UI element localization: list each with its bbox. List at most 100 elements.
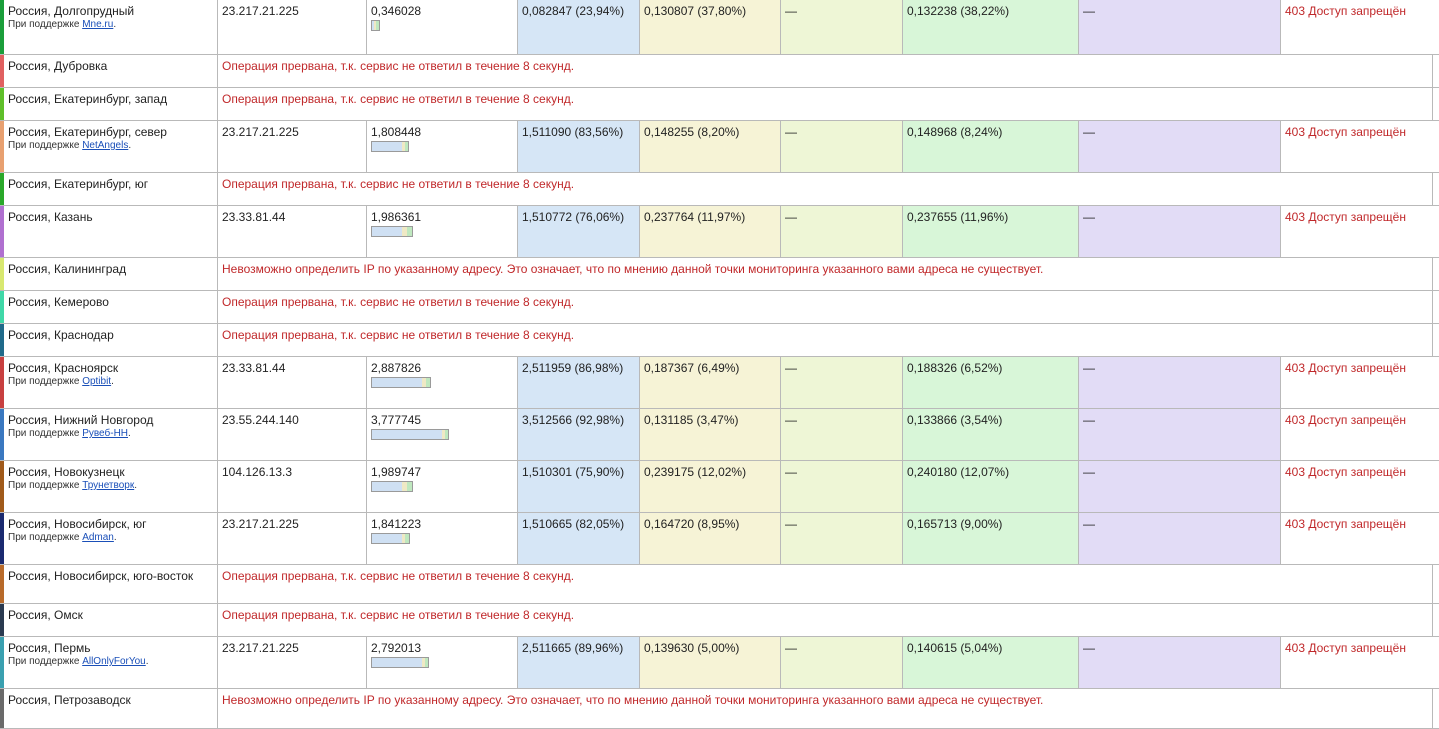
sponsor-link[interactable]: Рувеб-НН: [82, 428, 129, 439]
http-status: 403 Доступ запрещён: [1285, 4, 1406, 18]
http-status: 403 Доступ запрещён: [1285, 641, 1406, 655]
location-color-stripe: [0, 357, 4, 408]
error-row: Россия, Омск Операция прервана, т.к. серв…: [0, 604, 1439, 637]
location-color-stripe: [0, 637, 4, 688]
wait-time: 0,164720 (8,95%): [640, 513, 781, 564]
total-time-cell: 0,346028: [367, 0, 518, 54]
result-row: Россия, Екатеринбург, север При поддержке…: [0, 121, 1439, 173]
empty-value: —: [1079, 513, 1281, 564]
error-row: Россия, Краснодар Операция прервана, т.к.…: [0, 324, 1439, 357]
location-cell: Россия, Екатеринбург, запад: [4, 88, 218, 120]
error-message: Операция прервана, т.к. сервис не ответи…: [218, 604, 1433, 636]
total-time: 3,777745: [371, 413, 422, 427]
ip-address: 23.217.21.225: [218, 637, 367, 688]
timing-bar: [371, 533, 410, 544]
location-color-stripe: [0, 291, 4, 323]
total-time: 1,986361: [371, 210, 422, 224]
ip-address: 23.33.81.44: [218, 206, 367, 257]
error-row: Россия, Екатеринбург, юг Операция прерван…: [0, 173, 1439, 206]
empty-value: —: [1079, 206, 1281, 257]
location-cell: Россия, Новокузнецк При поддержке Трунетв…: [4, 461, 218, 512]
empty-value: —: [781, 206, 903, 257]
receive-time: 0,140615 (5,04%): [903, 637, 1079, 688]
total-time: 0,346028: [371, 4, 422, 18]
support-prefix: При поддержке: [8, 428, 83, 439]
sponsor-link[interactable]: Optibit: [82, 376, 112, 387]
sponsor-link[interactable]: Трунетворк: [82, 480, 135, 491]
support-suffix: .: [145, 656, 149, 667]
timing-bar-connect-segment: [372, 142, 403, 151]
empty-value: —: [781, 0, 903, 54]
location-cell: Россия, Красноярск При поддержке Optibit.: [4, 357, 218, 408]
location-cell: Россия, Новосибирск, юго-восток: [4, 565, 218, 603]
error-message: Операция прервана, т.к. сервис не ответи…: [218, 55, 1433, 87]
error-message: Операция прервана, т.к. сервис не ответи…: [218, 565, 1433, 603]
timing-bar-receive-segment: [405, 142, 409, 151]
total-time: 1,808448: [371, 125, 422, 139]
location-name: Россия, Екатеринбург, юг: [8, 177, 149, 191]
sponsor-link[interactable]: AllOnlyForYou: [82, 656, 146, 667]
http-status: 403 Доступ запрещён: [1285, 517, 1406, 531]
sponsor-link[interactable]: NetAngels: [82, 140, 129, 151]
timing-bar-wait-segment: [402, 534, 406, 543]
total-time-cell: 2,792013: [367, 637, 518, 688]
location-name: Россия, Долгопрудный: [8, 4, 135, 18]
total-time-cell: 1,989747: [367, 461, 518, 512]
location-cell: Россия, Кемерово: [4, 291, 218, 323]
timing-bar: [371, 377, 431, 388]
timing-bar-connect-segment: [372, 534, 403, 543]
location-name: Россия, Петрозаводск: [8, 693, 131, 707]
support-prefix: При поддержке: [8, 140, 83, 151]
sponsor-link[interactable]: Mne.ru: [82, 19, 114, 30]
support-suffix: .: [113, 532, 117, 543]
http-status: 403 Доступ запрещён: [1285, 361, 1406, 375]
total-time: 1,841223: [371, 517, 422, 531]
timing-bar: [371, 226, 413, 237]
timing-bar-receive-segment: [425, 378, 430, 387]
support-note: При поддержке NetAngels.: [8, 140, 213, 151]
connect-time: 1,510772 (76,06%): [518, 206, 640, 257]
timing-bar-receive-segment: [405, 534, 409, 543]
location-name: Россия, Пермь: [8, 641, 91, 655]
receive-time: 0,165713 (9,00%): [903, 513, 1079, 564]
empty-value: —: [1079, 0, 1281, 54]
empty-value: —: [1079, 357, 1281, 408]
total-time: 1,989747: [371, 465, 422, 479]
location-color-stripe: [0, 409, 4, 460]
location-color-stripe: [0, 206, 4, 257]
timing-bar-connect-segment: [372, 482, 403, 491]
connect-time: 0,082847 (23,94%): [518, 0, 640, 54]
location-name: Россия, Калининград: [8, 262, 127, 276]
connect-time: 1,510665 (82,05%): [518, 513, 640, 564]
wait-time: 0,239175 (12,02%): [640, 461, 781, 512]
timing-bar-connect-segment: [372, 21, 374, 30]
wait-time: 0,187367 (6,49%): [640, 357, 781, 408]
total-time: 2,887826: [371, 361, 422, 375]
error-message: Операция прервана, т.к. сервис не ответи…: [218, 173, 1433, 205]
empty-value: —: [781, 409, 903, 460]
wait-time: 0,148255 (8,20%): [640, 121, 781, 172]
error-message: Операция прервана, т.к. сервис не ответи…: [218, 88, 1433, 120]
timing-bar-receive-segment: [376, 21, 379, 30]
location-name: Россия, Красноярск: [8, 361, 119, 375]
wait-time: 0,139630 (5,00%): [640, 637, 781, 688]
connect-time: 2,511665 (89,96%): [518, 637, 640, 688]
location-name: Россия, Дубровка: [8, 59, 108, 73]
receive-time: 0,188326 (6,52%): [903, 357, 1079, 408]
sponsor-link[interactable]: Adman: [82, 532, 114, 543]
location-name: Россия, Екатеринбург, север: [8, 125, 167, 139]
location-name: Россия, Кемерово: [8, 295, 109, 309]
result-row: Россия, Пермь При поддержке AllOnlyForYou…: [0, 637, 1439, 689]
wait-time: 0,237764 (11,97%): [640, 206, 781, 257]
location-cell: Россия, Пермь При поддержке AllOnlyForYou…: [4, 637, 218, 688]
result-row: Россия, Новокузнецк При поддержке Трунетв…: [0, 461, 1439, 513]
location-name: Россия, Краснодар: [8, 328, 114, 342]
ip-address: 23.33.81.44: [218, 357, 367, 408]
ip-address: 23.217.21.225: [218, 121, 367, 172]
total-time: 2,792013: [371, 641, 422, 655]
timing-bar-wait-segment: [422, 658, 425, 667]
timing-bar: [371, 20, 380, 31]
total-time-cell: 2,887826: [367, 357, 518, 408]
timing-bar-connect-segment: [372, 378, 423, 387]
